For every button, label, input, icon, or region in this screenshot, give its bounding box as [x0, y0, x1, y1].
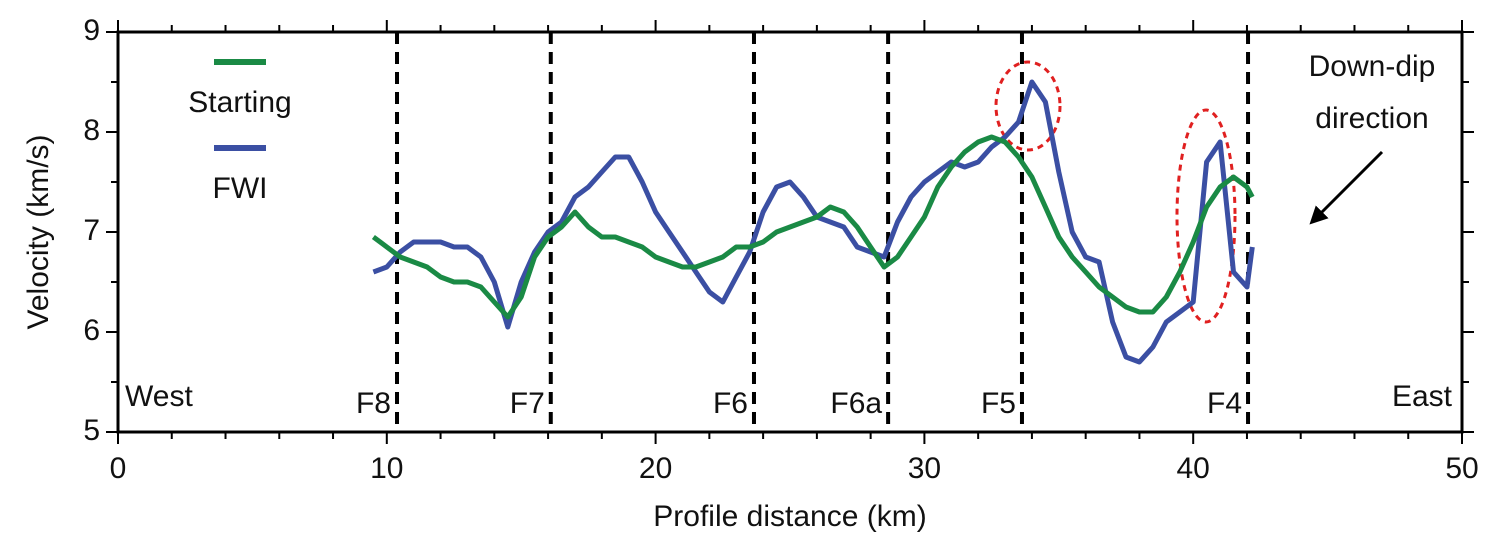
x-tick-label: 50: [1445, 452, 1478, 485]
annotation-text: direction: [1315, 102, 1428, 135]
x-tick-label: 30: [908, 452, 941, 485]
fault-label: F8: [356, 387, 391, 420]
arrow: [1309, 150, 1384, 225]
fault-label: F7: [510, 387, 545, 420]
legend-label: FWI: [213, 172, 268, 205]
y-tick-label: 7: [83, 214, 100, 247]
y-axis-title: Velocity (km/s): [22, 134, 55, 329]
fault-label: F5: [981, 387, 1016, 420]
legend-label: Starting: [188, 86, 291, 119]
fault-label: F4: [1207, 387, 1242, 420]
x-tick-label: 10: [370, 452, 403, 485]
annotation-west: West: [125, 380, 193, 413]
x-axis-title: Profile distance (km): [653, 500, 926, 533]
y-tick-label: 8: [83, 114, 100, 147]
y-tick-label: 6: [83, 314, 100, 347]
highlight-ellipse: [994, 60, 1062, 152]
annotation-east: East: [1392, 380, 1453, 413]
x-tick-label: 20: [639, 452, 672, 485]
fault-label: F6a: [830, 387, 882, 420]
series-line: [371, 134, 1255, 320]
y-tick-label: 5: [83, 414, 100, 447]
y-tick-label: 9: [83, 14, 100, 47]
series-line: [372, 79, 1255, 365]
annotation-text: Down-dip: [1309, 50, 1436, 83]
x-tick-label: 40: [1177, 452, 1210, 485]
highlight-ellipse: [1175, 108, 1237, 324]
plot-frame: [116, 30, 1464, 434]
x-tick-label: 0: [110, 452, 127, 485]
fault-label: F6: [713, 387, 748, 420]
